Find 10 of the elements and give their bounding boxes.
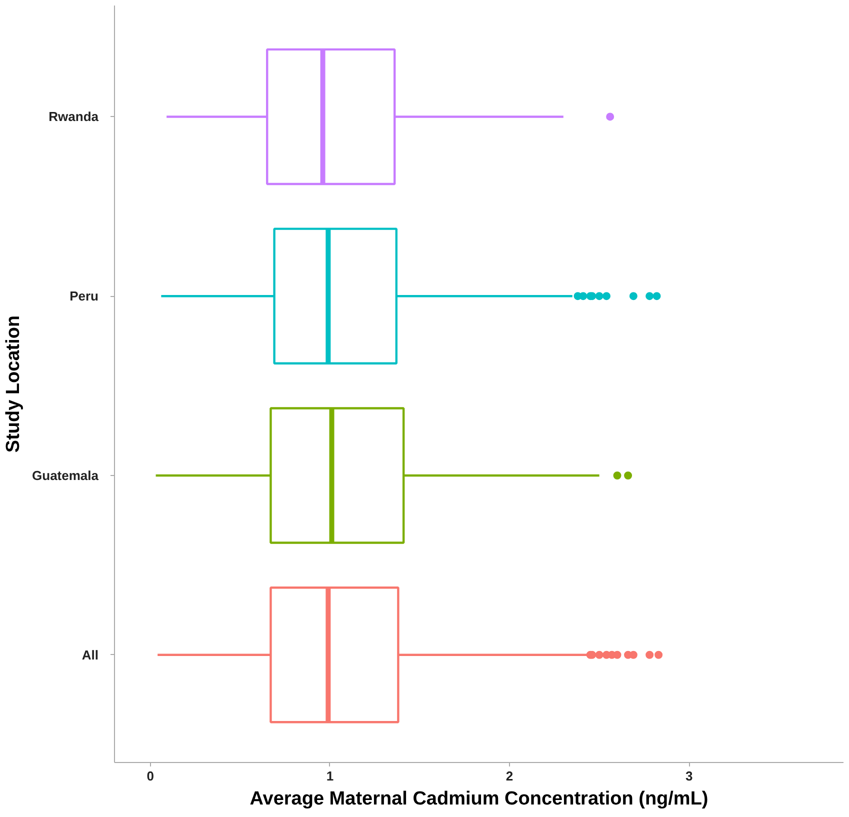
x-tick-label: 0 xyxy=(146,768,154,784)
x-tick-label: 1 xyxy=(326,768,334,784)
x-tick-label: 3 xyxy=(685,768,693,784)
y-tick-label: All xyxy=(82,647,99,662)
y-tick-label: Guatemala xyxy=(32,468,100,483)
y-tick-label: Rwanda xyxy=(48,109,100,124)
y-tick-label: Peru xyxy=(70,288,99,304)
x-axis-title: Average Maternal Cadmium Concentration (ng/mL) xyxy=(250,788,708,810)
y-axis-title: Study Location xyxy=(3,315,24,453)
x-tick-label: 2 xyxy=(506,768,514,784)
